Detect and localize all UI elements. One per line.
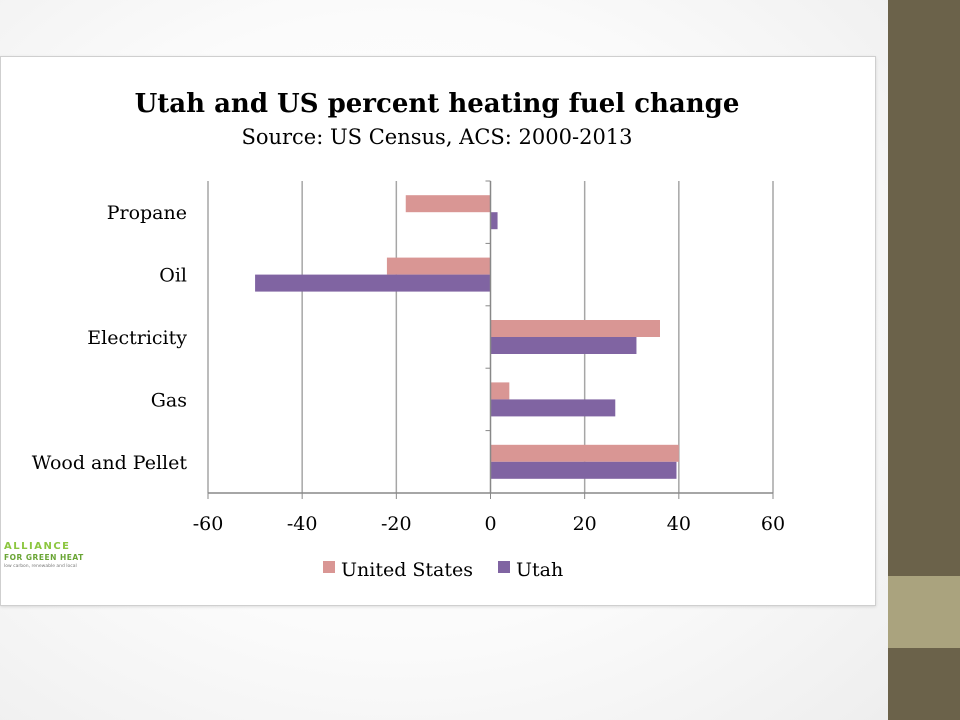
bar-utah [490,212,498,230]
x-tick-label: 60 [761,513,785,535]
category-label: Gas [151,389,187,411]
bar-chart: Utah and US percent heating fuel change … [32,89,785,581]
x-tick-label: 40 [667,513,691,535]
bar-united-states [490,382,510,400]
bar-utah [490,461,677,479]
bar-united-states [386,257,491,275]
x-tick-label: 0 [484,513,496,535]
bar-united-states [490,320,660,337]
logo-text-line2: FOR GREEN HEAT [4,553,84,562]
x-tick-label: -40 [287,513,318,535]
alliance-for-green-heat-logo: ALLIANCE FOR GREEN HEAT low carbon, rene… [4,541,114,577]
logo-text-line3: low carbon, renewable and local [4,564,77,569]
category-label: Electricity [87,327,187,349]
bar-utah [255,274,491,292]
bar-united-states [490,444,679,462]
logo-text-line1: ALLIANCE [4,541,71,552]
bar-utah [490,337,637,354]
x-tick-label: -20 [381,513,412,535]
legend-label: Utah [516,559,563,581]
category-label: Wood and Pellet [32,452,188,474]
chart-title: Utah and US percent heating fuel change [135,89,740,119]
legend-swatch [498,561,510,573]
x-tick-label: -60 [193,513,224,535]
bar-united-states [405,195,491,213]
sidebar-accent-bottom [888,648,960,720]
category-label: Oil [159,265,187,287]
chart-subtitle: Source: US Census, ACS: 2000-2013 [241,125,632,149]
x-tick-label: 20 [573,513,597,535]
legend-label: United States [341,559,473,581]
sidebar-accent-middle [888,576,960,648]
bar-utah [490,399,616,417]
chart-frame [0,56,876,606]
legend-swatch [323,561,335,573]
sidebar-accent-top [888,0,960,576]
category-label: Propane [107,202,187,224]
